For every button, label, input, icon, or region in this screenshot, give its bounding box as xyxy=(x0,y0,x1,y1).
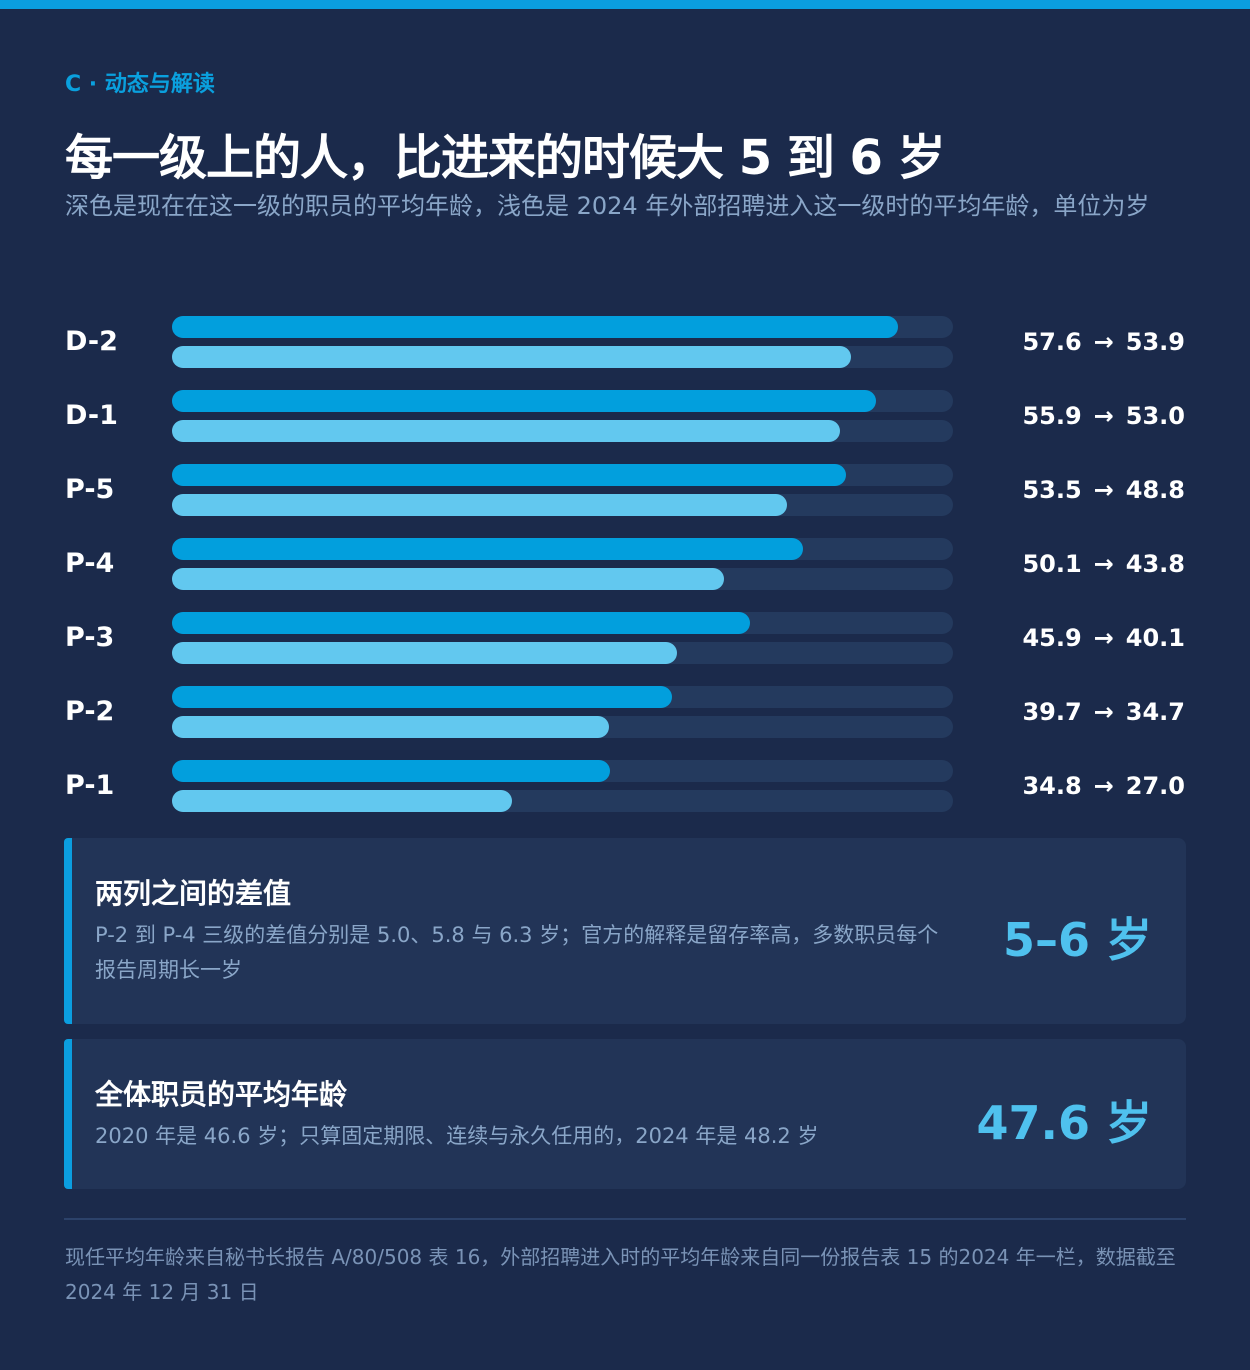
card-title: 全体职员的平均年龄 xyxy=(95,1078,348,1111)
card-accent-bar xyxy=(64,1039,72,1189)
difference-card: 两列之间的差值 P-2 到 P-4 三级的差值分别是 5.0、5.8 与 6.3… xyxy=(64,838,1186,1024)
bar-current-age xyxy=(172,686,672,708)
bar-track xyxy=(172,790,953,812)
bar-track xyxy=(172,538,953,560)
bar-track xyxy=(172,420,953,442)
arrow-right-icon: → xyxy=(1093,772,1114,800)
entry-age-value: 43.8 xyxy=(1125,550,1185,578)
current-age-value: 55.9 xyxy=(1022,402,1082,430)
arrow-right-icon: → xyxy=(1093,550,1114,578)
bar-track xyxy=(172,612,953,634)
bar-track xyxy=(172,568,953,590)
bar-track xyxy=(172,760,953,782)
current-age-value: 53.5 xyxy=(1022,476,1082,504)
category-label: P-4 xyxy=(65,548,115,579)
bar-current-age xyxy=(172,538,803,560)
value-label: 45.9 → 40.1 xyxy=(1022,624,1185,652)
category-label: P-1 xyxy=(65,770,115,801)
chart-row: P-2 39.7 → 34.7 xyxy=(65,680,1185,740)
source-footnote: 现任平均年龄来自秘书长报告 A/80/508 表 16，外部招聘进入时的平均年龄… xyxy=(65,1245,1176,1304)
entry-age-value: 53.0 xyxy=(1125,402,1185,430)
entry-age-value: 53.9 xyxy=(1125,328,1185,356)
current-age-value: 34.8 xyxy=(1022,772,1082,800)
bar-entry-age xyxy=(172,790,512,812)
bar-track xyxy=(172,346,953,368)
card-big-number: 5–6 岁 xyxy=(1002,913,1152,967)
bar-entry-age xyxy=(172,568,724,590)
section-eyebrow: C · 动态与解读 xyxy=(65,72,215,97)
arrow-right-icon: → xyxy=(1093,624,1114,652)
category-label: P-2 xyxy=(65,696,115,727)
bar-entry-age xyxy=(172,420,840,442)
entry-age-value: 48.8 xyxy=(1125,476,1185,504)
chart-row: P-5 53.5 → 48.8 xyxy=(65,458,1185,518)
value-label: 53.5 → 48.8 xyxy=(1022,476,1185,504)
card-big-number: 47.6 岁 xyxy=(976,1096,1152,1150)
bar-entry-age xyxy=(172,346,851,368)
footer-divider xyxy=(64,1218,1186,1220)
average-age-card: 全体职员的平均年龄 2020 年是 46.6 岁；只算固定期限、连续与永久任用的… xyxy=(64,1039,1186,1189)
bar-entry-age xyxy=(172,716,609,738)
top-accent-bar xyxy=(0,0,1250,9)
chart-row: P-3 45.9 → 40.1 xyxy=(65,606,1185,666)
bar-track xyxy=(172,390,953,412)
category-label: P-5 xyxy=(65,474,115,505)
bar-current-age xyxy=(172,612,750,634)
chart-row: D-2 57.6 → 53.9 xyxy=(65,310,1185,370)
bar-track xyxy=(172,686,953,708)
arrow-right-icon: → xyxy=(1093,328,1114,356)
bar-current-age xyxy=(172,390,876,412)
chart-row: P-1 34.8 → 27.0 xyxy=(65,754,1185,814)
arrow-right-icon: → xyxy=(1093,402,1114,430)
card-accent-bar xyxy=(64,838,72,1024)
bar-current-age xyxy=(172,760,610,782)
chart-row: P-4 50.1 → 43.8 xyxy=(65,532,1185,592)
current-age-value: 45.9 xyxy=(1022,624,1082,652)
bar-track xyxy=(172,716,953,738)
value-label: 55.9 → 53.0 xyxy=(1022,402,1185,430)
value-label: 50.1 → 43.8 xyxy=(1022,550,1185,578)
bar-current-age xyxy=(172,316,898,338)
bar-entry-age xyxy=(172,494,787,516)
bar-chart: D-2 57.6 → 53.9 D-1 55.9 → 53.0 P-5 53.5 → 48.8 P-4 5… xyxy=(65,310,1185,820)
bar-track xyxy=(172,642,953,664)
card-body: 2020 年是 46.6 岁；只算固定期限、连续与永久任用的，2024 年是 4… xyxy=(95,1124,819,1148)
entry-age-value: 27.0 xyxy=(1125,772,1185,800)
card-body: P-2 到 P-4 三级的差值分别是 5.0、5.8 与 6.3 岁；官方的解释… xyxy=(95,923,939,982)
entry-age-value: 34.7 xyxy=(1125,698,1185,726)
value-label: 57.6 → 53.9 xyxy=(1022,328,1185,356)
current-age-value: 57.6 xyxy=(1022,328,1082,356)
current-age-value: 39.7 xyxy=(1022,698,1082,726)
bar-current-age xyxy=(172,464,846,486)
value-label: 39.7 → 34.7 xyxy=(1022,698,1185,726)
category-label: D-2 xyxy=(65,326,118,357)
arrow-right-icon: → xyxy=(1093,698,1114,726)
chart-row: D-1 55.9 → 53.0 xyxy=(65,384,1185,444)
current-age-value: 50.1 xyxy=(1022,550,1082,578)
bar-entry-age xyxy=(172,642,677,664)
category-label: P-3 xyxy=(65,622,115,653)
arrow-right-icon: → xyxy=(1093,476,1114,504)
page-subtitle: 深色是现在在这一级的职员的平均年龄，浅色是 2024 年外部招聘进入这一级时的平… xyxy=(65,192,1150,220)
bar-track xyxy=(172,494,953,516)
page-title: 每一级上的人，比进来的时候大 5 到 6 岁 xyxy=(65,130,946,186)
bar-track xyxy=(172,316,953,338)
card-title: 两列之间的差值 xyxy=(95,877,292,910)
category-label: D-1 xyxy=(65,400,118,431)
bar-track xyxy=(172,464,953,486)
value-label: 34.8 → 27.0 xyxy=(1022,772,1185,800)
entry-age-value: 40.1 xyxy=(1125,624,1185,652)
